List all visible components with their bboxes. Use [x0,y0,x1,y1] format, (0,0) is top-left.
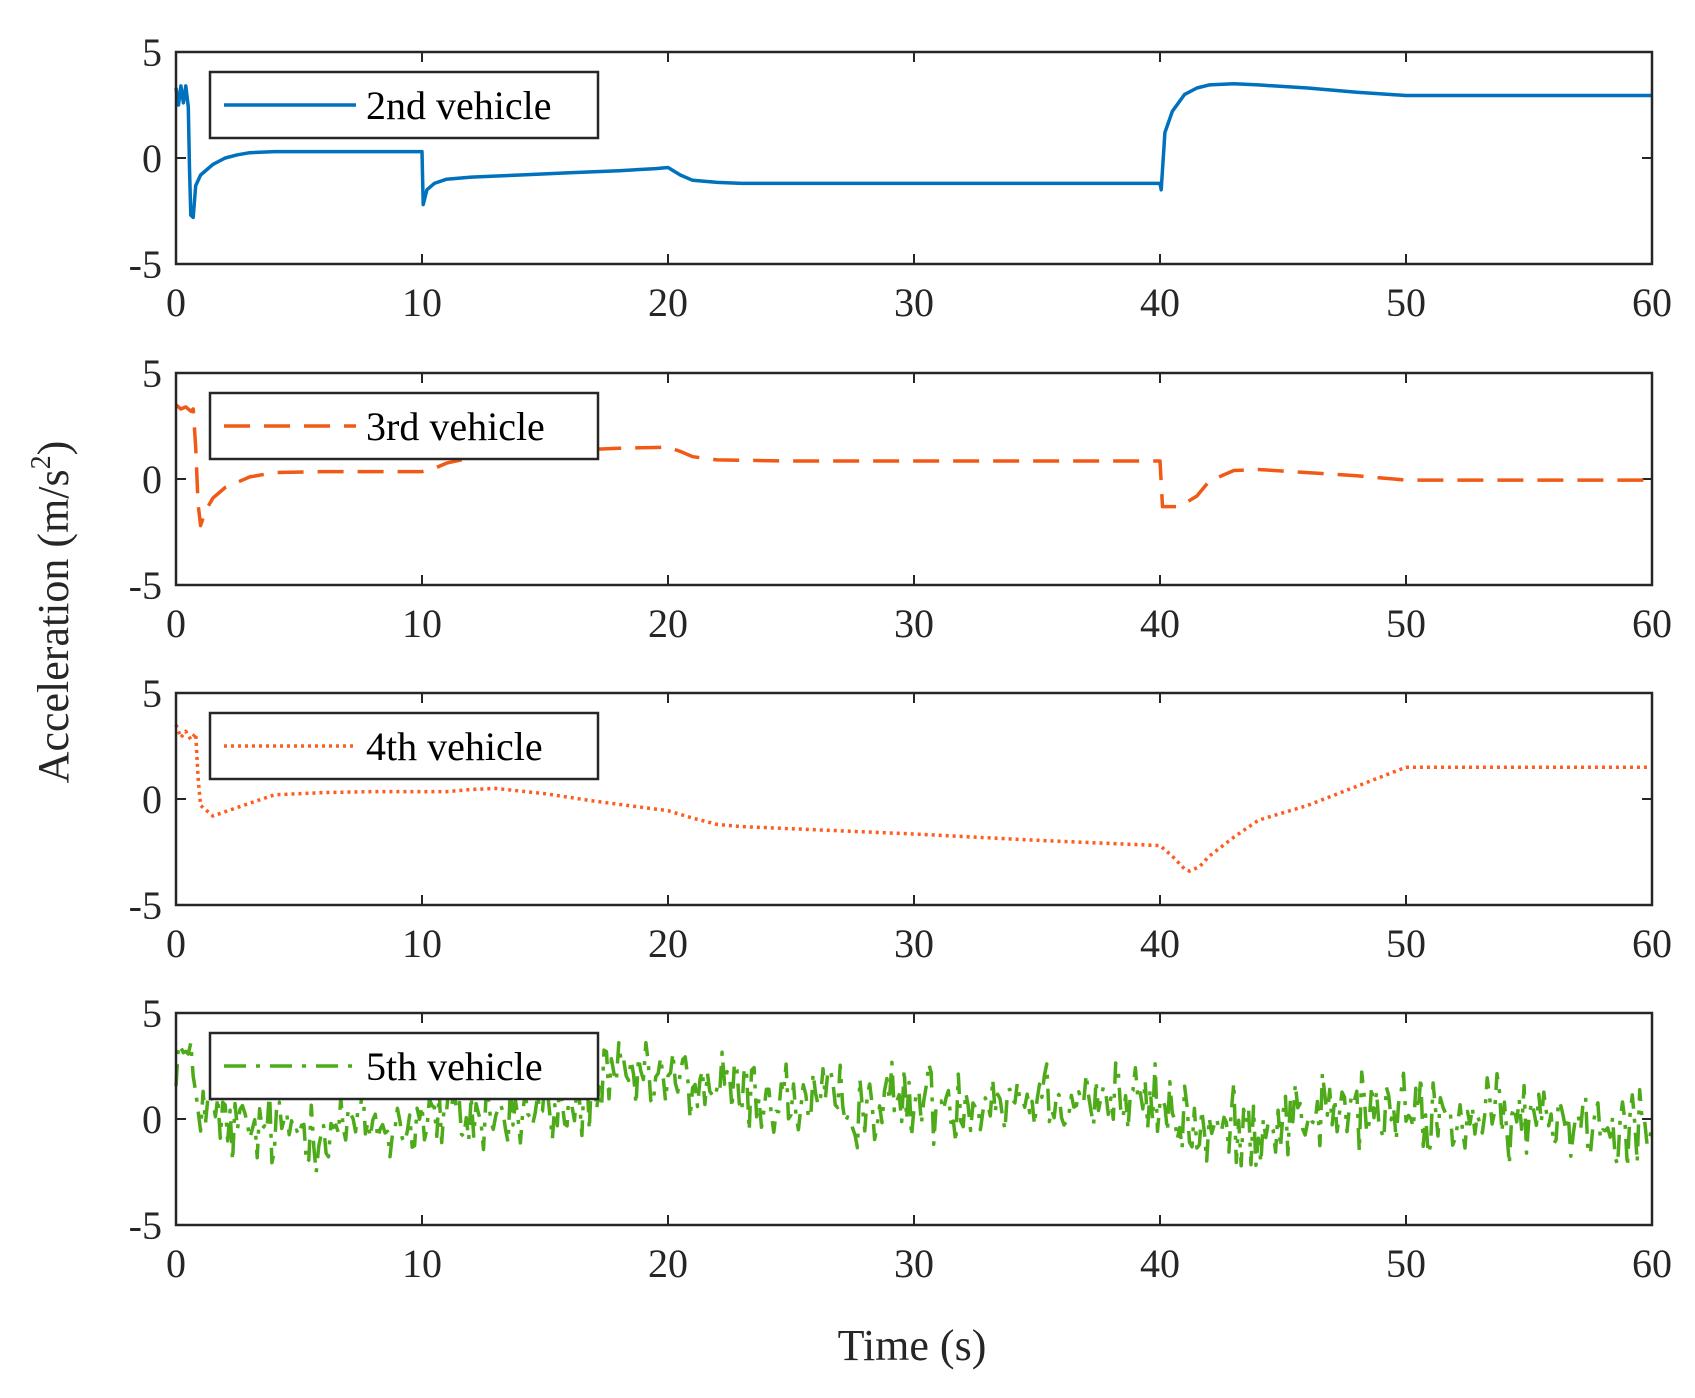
x-tick-label: 10 [402,921,442,966]
legend-label: 5th vehicle [366,1044,543,1089]
x-tick-label: 10 [402,1241,442,1286]
x-tick-label: 40 [1140,280,1180,325]
x-tick-label: 20 [648,921,688,966]
x-tick-label: 30 [894,921,934,966]
y-tick-label: 5 [142,351,162,396]
y-tick-label: -5 [129,242,162,287]
x-tick-label: 0 [166,921,186,966]
series-line-3 [174,724,1652,873]
series-line-4 [174,1040,1654,1175]
y-tick-label: 0 [142,136,162,181]
y-tick-label: 5 [142,671,162,716]
x-tick-label: 10 [402,280,442,325]
x-tick-label: 60 [1632,601,1672,646]
y-tick-label: 0 [142,457,162,502]
x-tick-label: 0 [166,601,186,646]
y-axis-label-superscript: 2 [26,455,57,469]
x-tick-label: 30 [894,280,934,325]
x-tick-label: 20 [648,280,688,325]
axes-box [174,371,1654,587]
x-tick-label: 60 [1632,1241,1672,1286]
x-axis-label: Time (s) [838,1321,987,1370]
y-tick-label: 0 [142,777,162,822]
x-tick-label: 10 [402,601,442,646]
y-axis-label-text: Acceleration (m/s [29,469,78,783]
x-tick-label: 20 [648,601,688,646]
y-axis-label-close: ) [29,441,78,456]
x-tick-label: 30 [894,1241,934,1286]
y-tick-label: -5 [129,883,162,928]
series-line-2 [174,403,1652,528]
x-tick-label: 40 [1140,1241,1180,1286]
legend-label: 4th vehicle [366,724,543,769]
axes-box [174,50,1654,266]
x-tick-label: 60 [1632,921,1672,966]
x-tick-label: 50 [1386,1241,1426,1286]
series-line-1 [174,82,1652,220]
axes-box [174,691,1654,907]
x-tick-label: 40 [1140,601,1180,646]
y-tick-label: 0 [142,1097,162,1142]
x-tick-label: 60 [1632,280,1672,325]
y-tick-label: -5 [129,563,162,608]
x-tick-label: 20 [648,1241,688,1286]
legend-label: 2nd vehicle [366,83,552,128]
y-tick-label: -5 [129,1203,162,1248]
legend-label: 3rd vehicle [366,404,545,449]
x-tick-label: 0 [166,1241,186,1286]
y-tick-label: 5 [142,991,162,1036]
axes-box [174,1011,1654,1227]
x-tick-label: 0 [166,280,186,325]
x-tick-label: 50 [1386,280,1426,325]
y-tick-label: 5 [142,30,162,75]
x-tick-label: 30 [894,601,934,646]
x-tick-label: 50 [1386,921,1426,966]
x-tick-label: 50 [1386,601,1426,646]
y-axis-label: Acceleration (m/s2) [26,441,78,784]
x-tick-label: 40 [1140,921,1180,966]
